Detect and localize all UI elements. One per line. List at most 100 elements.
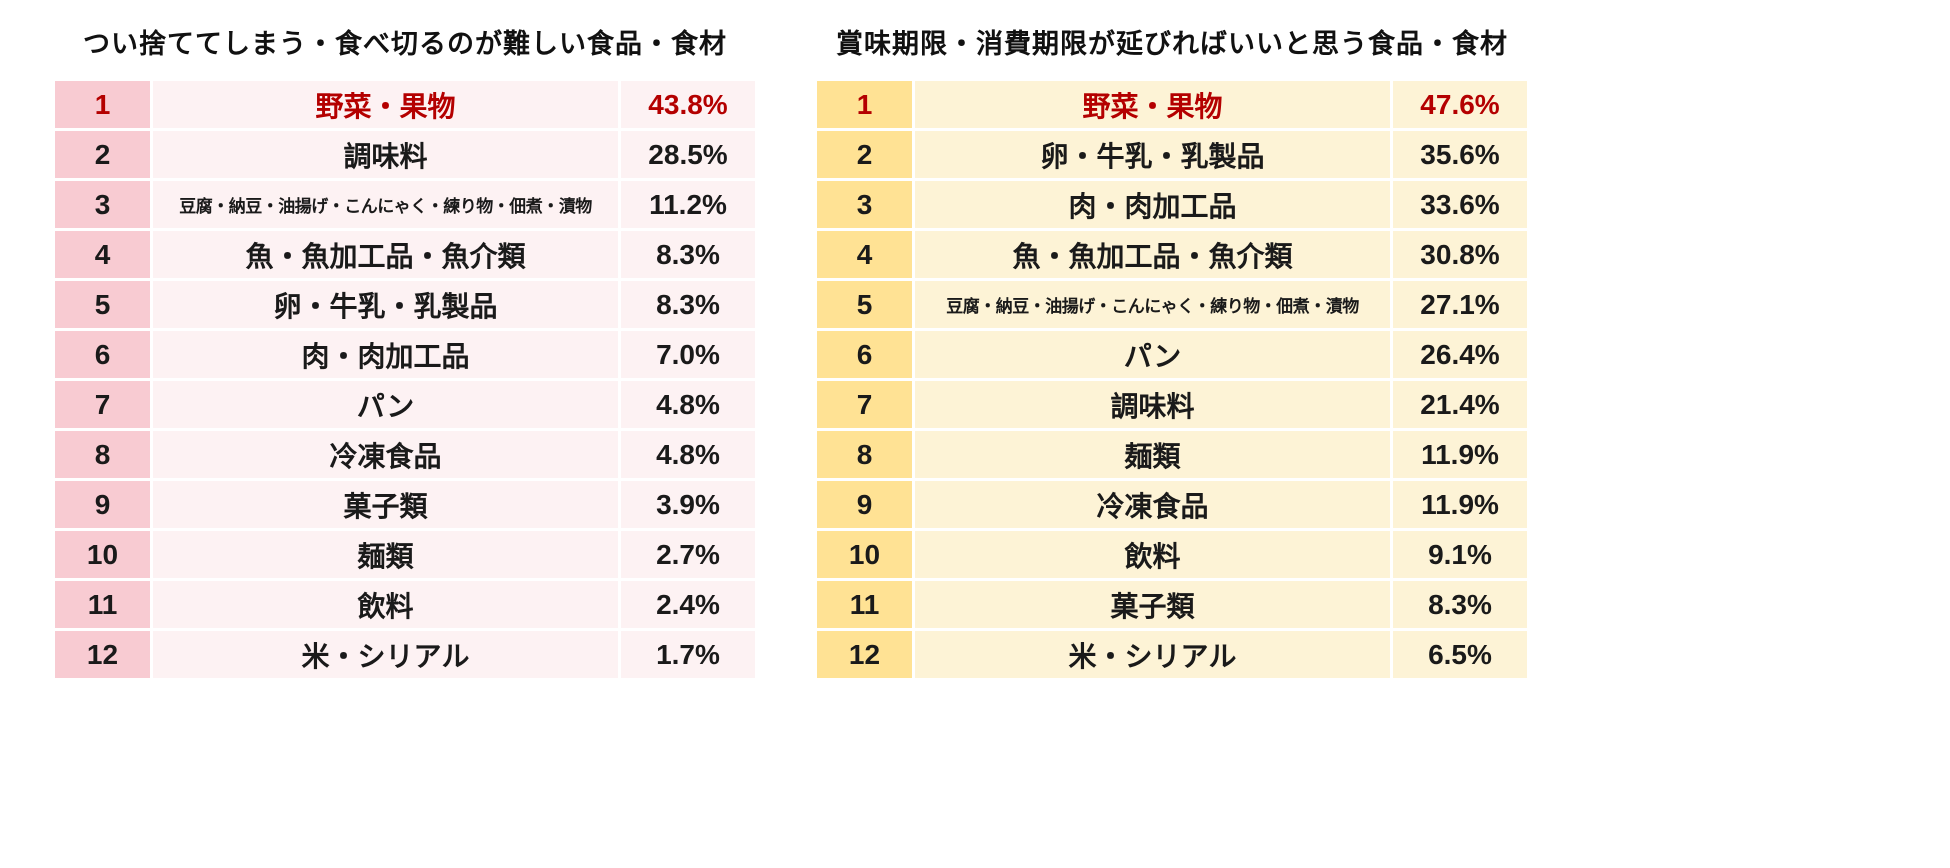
value-cell: 9.1% xyxy=(1393,531,1527,578)
table-row: 1 野菜・果物 47.6% xyxy=(817,81,1527,128)
item-label: 調味料 xyxy=(915,381,1390,428)
rank-cell: 5 xyxy=(817,281,912,328)
value-cell: 6.5% xyxy=(1393,631,1527,678)
rank-cell: 7 xyxy=(817,381,912,428)
rank-cell: 4 xyxy=(55,231,150,278)
item-label: 豆腐・納豆・油揚げ・こんにゃく・練り物・佃煮・漬物 xyxy=(153,181,618,228)
table-row: 5 卵・牛乳・乳製品 8.3% xyxy=(55,281,755,328)
rank-cell: 2 xyxy=(55,131,150,178)
table-row: 4 魚・魚加工品・魚介類 30.8% xyxy=(817,231,1527,278)
rank-cell: 10 xyxy=(817,531,912,578)
rank-cell: 4 xyxy=(817,231,912,278)
rank-cell: 10 xyxy=(55,531,150,578)
item-label: パン xyxy=(153,381,618,428)
table-row: 10 飲料 9.1% xyxy=(817,531,1527,578)
table-row: 12 米・シリアル 6.5% xyxy=(817,631,1527,678)
table-row: 11 菓子類 8.3% xyxy=(817,581,1527,628)
rank-cell: 11 xyxy=(817,581,912,628)
item-label: 飲料 xyxy=(915,531,1390,578)
rank-cell: 3 xyxy=(817,181,912,228)
value-cell: 43.8% xyxy=(621,81,755,128)
table-row: 6 パン 26.4% xyxy=(817,331,1527,378)
item-label: 卵・牛乳・乳製品 xyxy=(915,131,1390,178)
value-cell: 35.6% xyxy=(1393,131,1527,178)
value-cell: 30.8% xyxy=(1393,231,1527,278)
right-ranking-table: 1 野菜・果物 47.6% 2 卵・牛乳・乳製品 35.6% 3 肉・肉加工品 … xyxy=(817,81,1527,681)
item-label: 野菜・果物 xyxy=(153,81,618,128)
value-cell: 11.2% xyxy=(621,181,755,228)
table-row: 8 麺類 11.9% xyxy=(817,431,1527,478)
item-label: 菓子類 xyxy=(915,581,1390,628)
item-label: 肉・肉加工品 xyxy=(915,181,1390,228)
rank-cell: 11 xyxy=(55,581,150,628)
table-row: 4 魚・魚加工品・魚介類 8.3% xyxy=(55,231,755,278)
ranking-panels: つい捨ててしまう・食べ切るのが難しい食品・食材 1 野菜・果物 43.8% 2 … xyxy=(55,16,1527,681)
rank-cell: 12 xyxy=(55,631,150,678)
value-cell: 8.3% xyxy=(621,231,755,278)
rank-cell: 9 xyxy=(817,481,912,528)
item-label: 飲料 xyxy=(153,581,618,628)
table-row: 8 冷凍食品 4.8% xyxy=(55,431,755,478)
table-row: 1 野菜・果物 43.8% xyxy=(55,81,755,128)
panel-discarded-foods: つい捨ててしまう・食べ切るのが難しい食品・食材 1 野菜・果物 43.8% 2 … xyxy=(55,16,755,681)
rank-cell: 7 xyxy=(55,381,150,428)
item-label: 米・シリアル xyxy=(915,631,1390,678)
table-row: 5 豆腐・納豆・油揚げ・こんにゃく・練り物・佃煮・漬物 27.1% xyxy=(817,281,1527,328)
item-label: 麺類 xyxy=(153,531,618,578)
table-row: 10 麺類 2.7% xyxy=(55,531,755,578)
item-label: 冷凍食品 xyxy=(153,431,618,478)
item-label: 麺類 xyxy=(915,431,1390,478)
value-cell: 4.8% xyxy=(621,381,755,428)
rank-cell: 1 xyxy=(817,81,912,128)
table-row: 9 冷凍食品 11.9% xyxy=(817,481,1527,528)
value-cell: 28.5% xyxy=(621,131,755,178)
item-label: 菓子類 xyxy=(153,481,618,528)
item-label: 肉・肉加工品 xyxy=(153,331,618,378)
rank-cell: 8 xyxy=(817,431,912,478)
value-cell: 21.4% xyxy=(1393,381,1527,428)
value-cell: 27.1% xyxy=(1393,281,1527,328)
item-label: 豆腐・納豆・油揚げ・こんにゃく・練り物・佃煮・漬物 xyxy=(915,281,1390,328)
rank-cell: 5 xyxy=(55,281,150,328)
item-label: 魚・魚加工品・魚介類 xyxy=(153,231,618,278)
value-cell: 2.4% xyxy=(621,581,755,628)
table-row: 2 卵・牛乳・乳製品 35.6% xyxy=(817,131,1527,178)
panel-expiry-extension-foods: 賞味期限・消費期限が延びればいいと思う食品・食材 1 野菜・果物 47.6% 2… xyxy=(817,16,1527,681)
right-table-title: 賞味期限・消費期限が延びればいいと思う食品・食材 xyxy=(836,29,1508,59)
item-label: 冷凍食品 xyxy=(915,481,1390,528)
table-row: 7 調味料 21.4% xyxy=(817,381,1527,428)
value-cell: 26.4% xyxy=(1393,331,1527,378)
value-cell: 33.6% xyxy=(1393,181,1527,228)
value-cell: 1.7% xyxy=(621,631,755,678)
rank-cell: 1 xyxy=(55,81,150,128)
value-cell: 8.3% xyxy=(1393,581,1527,628)
table-row: 3 豆腐・納豆・油揚げ・こんにゃく・練り物・佃煮・漬物 11.2% xyxy=(55,181,755,228)
value-cell: 2.7% xyxy=(621,531,755,578)
table-row: 12 米・シリアル 1.7% xyxy=(55,631,755,678)
left-ranking-table: 1 野菜・果物 43.8% 2 調味料 28.5% 3 豆腐・納豆・油揚げ・こん… xyxy=(55,81,755,681)
item-label: 米・シリアル xyxy=(153,631,618,678)
left-table-title: つい捨ててしまう・食べ切るのが難しい食品・食材 xyxy=(83,29,727,59)
item-label: 調味料 xyxy=(153,131,618,178)
table-row: 11 飲料 2.4% xyxy=(55,581,755,628)
table-row: 3 肉・肉加工品 33.6% xyxy=(817,181,1527,228)
rank-cell: 2 xyxy=(817,131,912,178)
value-cell: 4.8% xyxy=(621,431,755,478)
table-row: 7 パン 4.8% xyxy=(55,381,755,428)
item-label: 野菜・果物 xyxy=(915,81,1390,128)
item-label: 魚・魚加工品・魚介類 xyxy=(915,231,1390,278)
item-label: パン xyxy=(915,331,1390,378)
rank-cell: 6 xyxy=(817,331,912,378)
value-cell: 47.6% xyxy=(1393,81,1527,128)
item-label: 卵・牛乳・乳製品 xyxy=(153,281,618,328)
table-row: 6 肉・肉加工品 7.0% xyxy=(55,331,755,378)
rank-cell: 12 xyxy=(817,631,912,678)
rank-cell: 9 xyxy=(55,481,150,528)
value-cell: 11.9% xyxy=(1393,481,1527,528)
table-row: 9 菓子類 3.9% xyxy=(55,481,755,528)
value-cell: 11.9% xyxy=(1393,431,1527,478)
value-cell: 7.0% xyxy=(621,331,755,378)
value-cell: 3.9% xyxy=(621,481,755,528)
rank-cell: 3 xyxy=(55,181,150,228)
table-row: 2 調味料 28.5% xyxy=(55,131,755,178)
